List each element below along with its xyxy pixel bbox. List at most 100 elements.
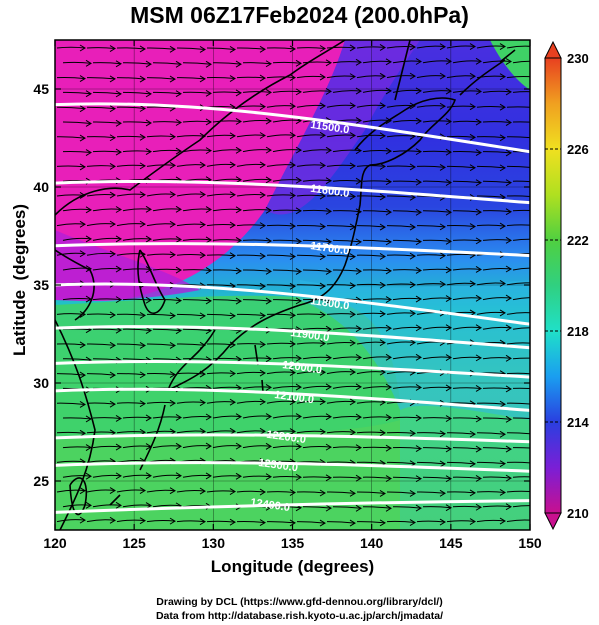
contour-label: 12400.0 (250, 497, 291, 514)
warm-patch-ne (490, 40, 530, 90)
wind-arrow (302, 268, 332, 275)
wind-arrow (152, 327, 182, 335)
wind-arrow (206, 518, 236, 526)
wind-arrow (476, 430, 506, 438)
wind-arrow (92, 472, 122, 480)
wind-arrow (512, 91, 530, 93)
wind-arrow (236, 282, 266, 290)
wind-arrow (392, 117, 422, 125)
wind-arrow (476, 103, 506, 111)
wind-arrow (206, 252, 236, 260)
wind-arrow (422, 295, 452, 303)
wind-arrow (452, 445, 482, 453)
wind-arrow (326, 282, 356, 290)
wind-arrow (296, 102, 326, 110)
wind-arrow (122, 327, 152, 334)
wind-arrow (506, 222, 530, 229)
wind-arrow (152, 442, 182, 450)
wind-arrow (482, 149, 512, 157)
wind-arrow (356, 44, 386, 51)
wind-arrow (92, 296, 122, 304)
wind-arrow (446, 280, 476, 288)
wind-arrow (152, 297, 182, 305)
wind-arrow (386, 490, 416, 497)
wind-arrow (506, 431, 530, 438)
wind-arrow (86, 516, 116, 524)
wind-arrow (86, 371, 116, 379)
wind-arrow (236, 519, 266, 527)
x-axis: 120 125 130 135 140 145 150 (43, 40, 542, 551)
wind-arrow (296, 162, 326, 169)
wind-arrow (482, 119, 512, 126)
wind-arrow (506, 135, 530, 142)
wind-arrow (242, 473, 272, 481)
wind-arrow (56, 105, 86, 113)
wind-arrow (482, 265, 512, 273)
wind-arrow (476, 517, 506, 525)
wind-arrow (116, 311, 146, 319)
wind-arrow (212, 472, 242, 480)
wind-arrow (416, 252, 446, 260)
contour-label: 11600.0 (310, 183, 350, 200)
wind-arrow (302, 177, 332, 185)
wind-arrow (422, 179, 452, 186)
wind-arrow (356, 281, 386, 289)
wind-arrow (116, 400, 146, 408)
wind-arrow (296, 253, 326, 261)
wind-arrow (272, 59, 302, 67)
wind-arrow (512, 447, 530, 449)
wind-arrow (272, 207, 302, 215)
wind-arrow (512, 357, 530, 360)
wind-arrow (446, 460, 476, 468)
wind-arrow (362, 324, 392, 332)
wind-arrow (356, 429, 386, 437)
wind-arrow (506, 488, 530, 495)
wind-arrow (506, 104, 530, 111)
wind-arrow (422, 475, 452, 483)
wind-arrow (212, 146, 242, 154)
x-axis-label: Longitude (degrees) (210, 557, 375, 576)
wind-arrow (356, 253, 386, 260)
wind-arrow (146, 251, 176, 259)
wind-arrow (93, 532, 121, 538)
wind-arrow (152, 414, 182, 421)
wind-arrow (266, 428, 296, 435)
wind-arrow (206, 427, 236, 435)
wind-arrow (272, 443, 302, 451)
wind-arrow (272, 176, 302, 184)
wind-arrow (422, 266, 452, 274)
wind-arrow (212, 267, 242, 275)
wind-arrow (512, 121, 530, 123)
wind-arrow (92, 90, 122, 98)
wind-arrow (482, 88, 512, 96)
x-tick-label: 135 (281, 535, 305, 551)
wind-arrow (176, 46, 206, 53)
wind-arrow (153, 533, 181, 539)
wind-arrow (242, 117, 272, 125)
wind-arrow (146, 191, 176, 198)
wind-arrow (122, 60, 152, 68)
wind-arrow (326, 398, 356, 406)
contour-line (55, 359, 530, 379)
wind-arrow (62, 149, 92, 156)
wind-arrow (446, 164, 476, 172)
coastline-7 (55, 249, 95, 321)
wind-arrow (482, 294, 512, 302)
colorbar-tick-label: 218 (567, 324, 589, 339)
wind-arrow (236, 161, 266, 169)
wind-arrow (512, 327, 530, 330)
wind-arrow (176, 312, 206, 320)
wind-arrow (386, 429, 416, 437)
wind-arrow (296, 192, 326, 200)
wind-arrow (332, 413, 362, 421)
wind-arrow (356, 223, 386, 231)
wind-arrow (206, 161, 236, 169)
wind-arrow (56, 44, 86, 52)
wind-arrow (392, 208, 422, 216)
coastline-8 (55, 319, 96, 530)
wind-arrow (266, 74, 296, 82)
wind-arrow (452, 354, 482, 362)
contour-line (55, 179, 530, 205)
wind-arrow (446, 518, 476, 525)
wind-arrow (476, 489, 506, 496)
